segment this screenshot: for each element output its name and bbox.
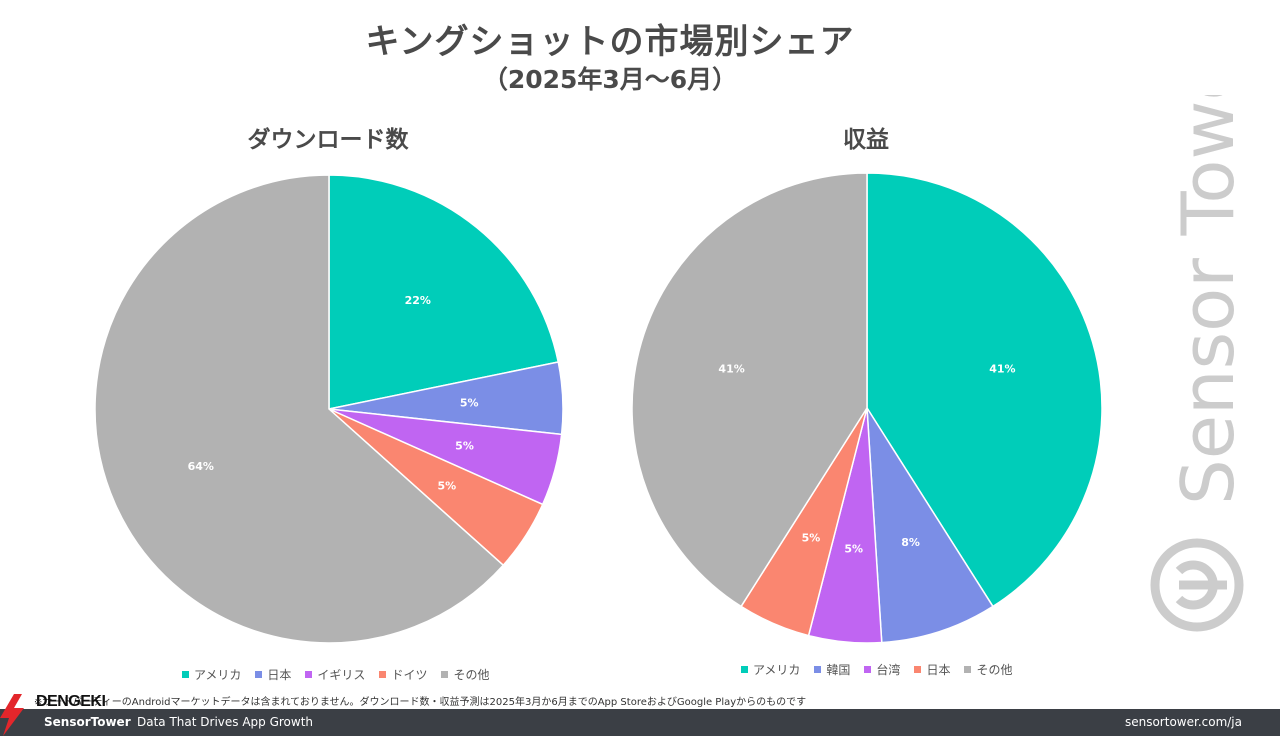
- legend-label: アメリカ: [194, 668, 242, 682]
- legend-item-0-2: イギリス: [305, 666, 365, 683]
- legend-label: アメリカ: [753, 663, 801, 677]
- legend-item-1-2: 台湾: [864, 661, 900, 678]
- legend-label: その他: [453, 668, 490, 682]
- page-title: キングショットの市場別シェア: [365, 22, 855, 62]
- dengeki-logo-text: DENGEKI: [36, 693, 106, 710]
- legend-item-1-0: アメリカ: [741, 661, 800, 678]
- sensor-tower-logo-icon: [1150, 538, 1244, 632]
- footer-tagline: Data That Drives App Growth: [137, 715, 314, 729]
- legend-swatch: [441, 671, 449, 678]
- legend-item-0-1: 日本: [255, 666, 291, 683]
- data-label-1-4: 41%: [718, 363, 744, 376]
- legend-label: ドイツ: [391, 668, 428, 682]
- legend-label: イギリス: [317, 668, 366, 682]
- legend-downloads: アメリカ 日本 イギリス ドイツ その他: [182, 666, 489, 683]
- lightning-bolt-icon: [0, 694, 24, 736]
- pie-slice-1-1: [866, 407, 994, 644]
- pie-slice-1-0: [866, 172, 1103, 608]
- data-label-0-2: 5%: [455, 440, 474, 453]
- legend-label: 日本: [926, 663, 951, 677]
- legend-item-0-0: アメリカ: [182, 666, 241, 683]
- pie-slice-0-4: [94, 174, 505, 644]
- data-label-1-2: 5%: [844, 542, 863, 555]
- legend-item-1-4: その他: [964, 661, 1012, 678]
- legend-swatch: [964, 666, 972, 673]
- footer-url[interactable]: sensortower.com/ja: [1124, 715, 1242, 729]
- pie-slice-0-0: [328, 174, 560, 410]
- footer-brand: SensorTower: [44, 715, 131, 729]
- legend-swatch: [255, 671, 263, 678]
- page-subtitle: （2025年3月〜6月）: [482, 65, 738, 94]
- pie-slice-1-4: [631, 172, 868, 608]
- legend-swatch: [182, 671, 189, 678]
- legend-swatch: [914, 666, 922, 673]
- pie-chart-revenue: 41% 8% 5% 5% 41%: [631, 172, 1103, 644]
- legend-swatch: [814, 666, 822, 673]
- data-label-1-1: 8%: [901, 536, 920, 549]
- legend-item-1-1: 韓国: [814, 661, 850, 678]
- footer-bar: SensorTower Data That Drives App Growth …: [0, 709, 1280, 736]
- chart-title-downloads: ダウンロード数: [247, 127, 409, 153]
- sensor-tower-watermark: Sensor Tower: [1150, 95, 1250, 632]
- data-label-0-0: 22%: [405, 294, 431, 307]
- footnote: ※サードパーティーのAndroidマーケットデータは含まれておりません。ダウンロ…: [34, 697, 807, 708]
- legend-item-1-3: 日本: [914, 661, 950, 678]
- legend-swatch: [305, 671, 313, 678]
- legend-item-0-3: ドイツ: [379, 666, 427, 683]
- legend-swatch: [864, 666, 872, 673]
- data-label-0-1: 5%: [460, 396, 479, 409]
- legend-label: その他: [976, 663, 1013, 677]
- pie-chart-downloads: 22% 5% 5% 5% 64%: [94, 174, 564, 644]
- legend-label: 韓国: [826, 663, 851, 677]
- data-label-1-0: 41%: [989, 363, 1015, 376]
- legend-label: 日本: [267, 668, 292, 682]
- watermark-text: Sensor Tower: [1166, 95, 1250, 505]
- legend-swatch: [379, 671, 387, 678]
- data-label-0-4: 64%: [188, 460, 214, 473]
- legend-item-0-4: その他: [441, 666, 489, 683]
- data-label-0-3: 5%: [437, 479, 456, 492]
- data-label-1-3: 5%: [802, 531, 821, 544]
- chart-title-revenue: 収益: [843, 127, 889, 153]
- legend-label: 台湾: [876, 663, 901, 677]
- legend-swatch: [741, 666, 748, 673]
- legend-revenue: アメリカ 韓国 台湾 日本 その他: [741, 661, 1012, 678]
